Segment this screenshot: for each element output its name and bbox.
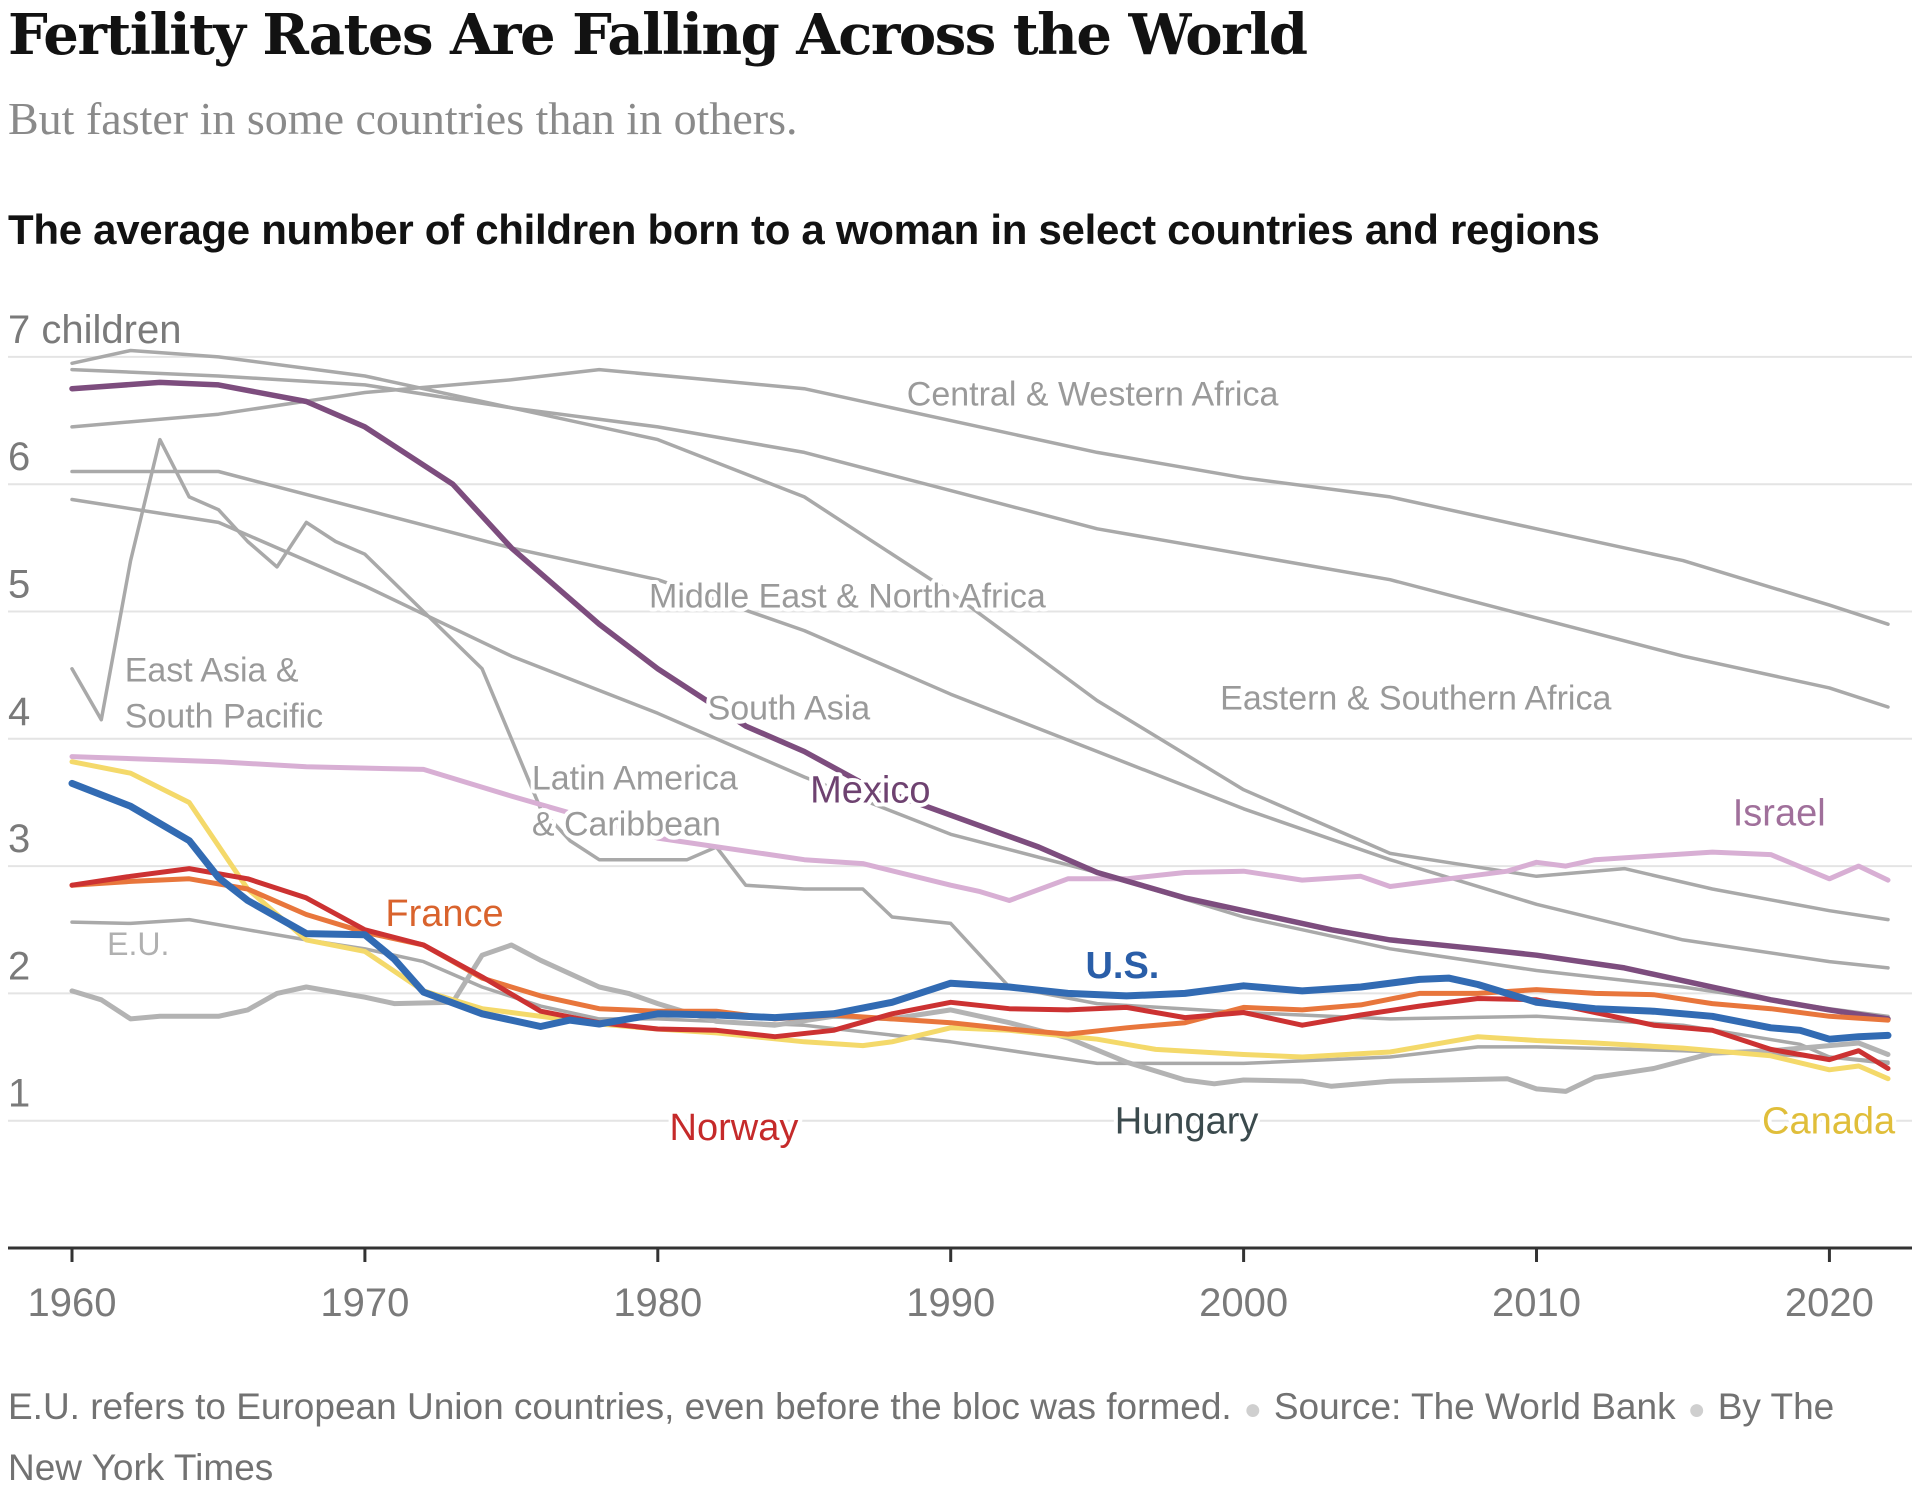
series-line-south-asia — [70, 469, 1890, 970]
chart-footer: E.U. refers to European Union countries,… — [8, 1378, 1908, 1497]
y-tick-label: 5 — [8, 563, 30, 607]
series-label-norway: Norway — [670, 1107, 799, 1149]
series-label-latin-america-caribbean: Latin America — [532, 760, 738, 798]
x-tick-label: 2000 — [1199, 1281, 1288, 1325]
series-label-middle-east-north-africa: Middle East & North Africa — [649, 578, 1046, 616]
series-label-e-u: E.U. — [107, 926, 169, 962]
y-tick-label: 2 — [8, 944, 30, 988]
y-tick-label: 7 children — [8, 308, 181, 352]
series-line-israel — [69, 754, 1891, 903]
series-line-latin-america-caribbean — [70, 497, 1890, 1019]
x-tick-label: 2010 — [1492, 1281, 1581, 1325]
series-label-mexico: Mexico — [810, 769, 930, 811]
series-label-central-western-africa: Central & Western Africa — [907, 375, 1279, 413]
series-line-eastern-southern-africa — [70, 348, 1890, 709]
headline: Fertility Rates Are Falling Across the W… — [8, 2, 1308, 68]
series-label-france: France — [385, 893, 503, 935]
footer-separator: ● — [1243, 1393, 1262, 1426]
series-line-hungary — [69, 942, 1891, 1094]
series-label-south-asia: South Asia — [708, 690, 871, 728]
series-label-israel: Israel — [1733, 792, 1826, 834]
x-tick-label: 1990 — [906, 1281, 995, 1325]
series-line-canada — [69, 759, 1891, 1082]
footer-note: E.U. refers to European Union countries,… — [8, 1386, 1232, 1427]
highlight-series — [68, 379, 1892, 1094]
gridlines — [8, 355, 1912, 1122]
series-line-mexico — [69, 379, 1891, 1022]
x-tick-label: 2020 — [1785, 1281, 1874, 1325]
chart-title: The average number of children born to a… — [8, 206, 1600, 253]
x-axis: 1960 1970 1980 1990 2000 2010 2020 — [8, 1246, 1912, 1325]
y-tick-label: 1 — [8, 1072, 30, 1116]
series-line-u-s — [68, 779, 1892, 1043]
series-label-u-s: U.S. — [1085, 945, 1159, 987]
series-line-e-u — [70, 917, 1890, 1066]
series-label-east-asia-south-pacific: East Asia & — [125, 652, 299, 690]
series-label-hungary: Hungary — [1115, 1100, 1259, 1142]
series-label-canada: Canada — [1762, 1100, 1896, 1142]
series-label-eastern-southern-africa: Eastern & Southern Africa — [1220, 680, 1611, 718]
x-tick-label: 1970 — [320, 1281, 409, 1325]
series-label-east-asia-south-pacific: South Pacific — [125, 698, 323, 736]
x-tick-label: 1960 — [28, 1281, 117, 1325]
y-tick-label: 3 — [8, 817, 30, 861]
series-line-norway — [69, 866, 1891, 1071]
footer-source: Source: The World Bank — [1273, 1386, 1676, 1427]
context-series — [70, 348, 1890, 1066]
x-tick-label: 1980 — [613, 1281, 702, 1325]
y-axis-ticks: 1 2 3 4 5 6 7 children — [8, 308, 181, 1116]
series-label-latin-america-caribbean: & Caribbean — [532, 806, 721, 844]
subheadline: But faster in some countries than in oth… — [8, 93, 798, 144]
y-tick-label: 4 — [8, 690, 30, 734]
footer-separator: ● — [1687, 1393, 1706, 1426]
series-line-middle-east-north-africa — [70, 367, 1890, 922]
y-tick-label: 6 — [8, 435, 30, 479]
series-line-east-asia-south-pacific — [70, 437, 1890, 1066]
footer-byline: By The New York Times — [8, 1386, 1835, 1488]
series-labels: Central & Western Africa Eastern & Southe… — [103, 371, 1900, 1153]
